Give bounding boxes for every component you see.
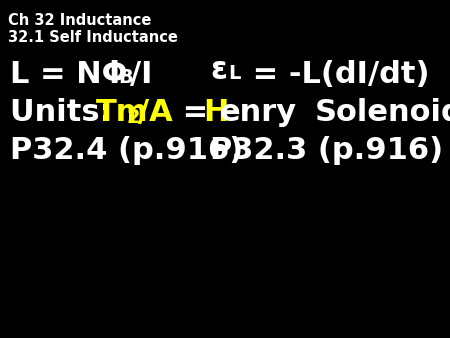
Text: enry: enry — [220, 98, 297, 127]
Text: P32.3 (p.916): P32.3 (p.916) — [210, 136, 443, 165]
Text: P32.4 (p.916): P32.4 (p.916) — [10, 136, 243, 165]
Text: 2: 2 — [126, 108, 140, 127]
Text: Solenoid: Solenoid — [315, 98, 450, 127]
Text: =: = — [172, 98, 219, 127]
Text: L: L — [228, 64, 240, 83]
Text: /I: /I — [130, 60, 153, 89]
Text: Ch 32 Inductance: Ch 32 Inductance — [8, 13, 151, 28]
Text: Units:: Units: — [10, 98, 122, 127]
Text: 32.1 Self Inductance: 32.1 Self Inductance — [8, 30, 178, 45]
Text: L = NΦ: L = NΦ — [10, 60, 127, 89]
Text: = -L(dI/dt): = -L(dI/dt) — [242, 60, 429, 89]
Text: H: H — [203, 98, 228, 127]
Text: B: B — [118, 68, 133, 87]
Text: ε: ε — [210, 56, 227, 85]
Text: /A: /A — [138, 98, 173, 127]
Text: Tm: Tm — [96, 98, 148, 127]
